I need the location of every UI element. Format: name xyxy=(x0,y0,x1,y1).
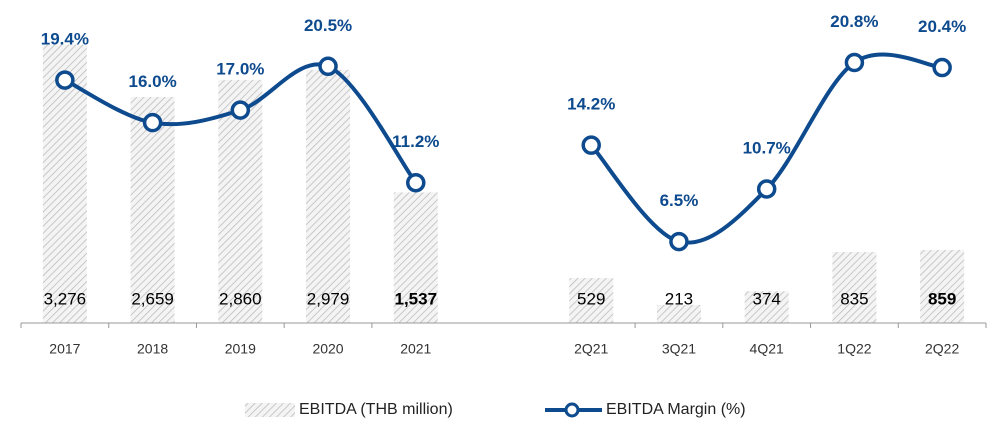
x-tick-label: 2Q22 xyxy=(925,341,959,357)
margin-value-label: 20.8% xyxy=(830,12,878,31)
x-tick-label: 2019 xyxy=(225,341,256,357)
bar xyxy=(832,252,877,323)
bar-value-label: 213 xyxy=(665,289,693,308)
margin-marker xyxy=(406,173,426,193)
bar-value-label: 835 xyxy=(840,289,868,308)
legend-swatch xyxy=(245,403,295,417)
x-tick-label: 2020 xyxy=(312,341,343,357)
margin-value-label: 20.4% xyxy=(918,17,966,36)
legend-label: EBITDA (THB million) xyxy=(299,401,453,418)
margin-marker xyxy=(142,112,163,133)
margin-marker xyxy=(756,179,777,199)
bar xyxy=(306,69,351,323)
margin-value-label: 10.7% xyxy=(743,138,791,157)
margin-marker xyxy=(932,57,952,78)
margin-value-label: 11.2% xyxy=(392,132,439,151)
margin-value-label: 14.2% xyxy=(567,95,615,114)
bar-value-label: 529 xyxy=(577,289,605,308)
bar xyxy=(130,97,175,323)
bar-value-label: 2,659 xyxy=(131,289,174,308)
bar-value-label: 3,276 xyxy=(44,289,87,308)
x-tick-label: 1Q22 xyxy=(837,341,871,357)
bar xyxy=(218,79,263,324)
margin-marker xyxy=(55,70,75,90)
x-tick-label: 2Q21 xyxy=(574,341,608,357)
margin-value-label: 16.0% xyxy=(128,72,176,91)
margin-marker xyxy=(318,56,338,77)
x-tick-label: 3Q21 xyxy=(662,341,696,357)
margin-marker xyxy=(230,100,251,120)
bar xyxy=(920,249,965,323)
margin-marker xyxy=(844,52,865,73)
legend-label: EBITDA Margin (%) xyxy=(606,401,746,418)
x-tick-label: 2018 xyxy=(137,341,168,357)
bar-value-label: 1,537 xyxy=(394,289,437,308)
bar xyxy=(393,192,438,323)
x-tick-label: 2017 xyxy=(49,341,80,357)
legend-marker xyxy=(564,402,580,418)
bar-value-label: 859 xyxy=(928,289,956,308)
margin-value-label: 20.5% xyxy=(304,16,352,35)
bar-value-label: 2,860 xyxy=(219,289,262,308)
bar xyxy=(42,44,87,324)
bar-value-label: 2,979 xyxy=(307,289,350,308)
bar xyxy=(656,304,701,323)
bar xyxy=(569,278,614,323)
margin-value-label: 17.0% xyxy=(216,60,264,79)
margin-marker xyxy=(669,231,689,252)
bar-value-label: 374 xyxy=(752,289,780,308)
x-tick-label: 2021 xyxy=(400,341,431,357)
x-tick-label: 4Q21 xyxy=(750,341,784,357)
margin-value-label: 19.4% xyxy=(41,30,89,49)
margin-value-label: 6.5% xyxy=(660,191,699,210)
bar xyxy=(744,291,789,323)
margin-marker xyxy=(581,135,601,155)
